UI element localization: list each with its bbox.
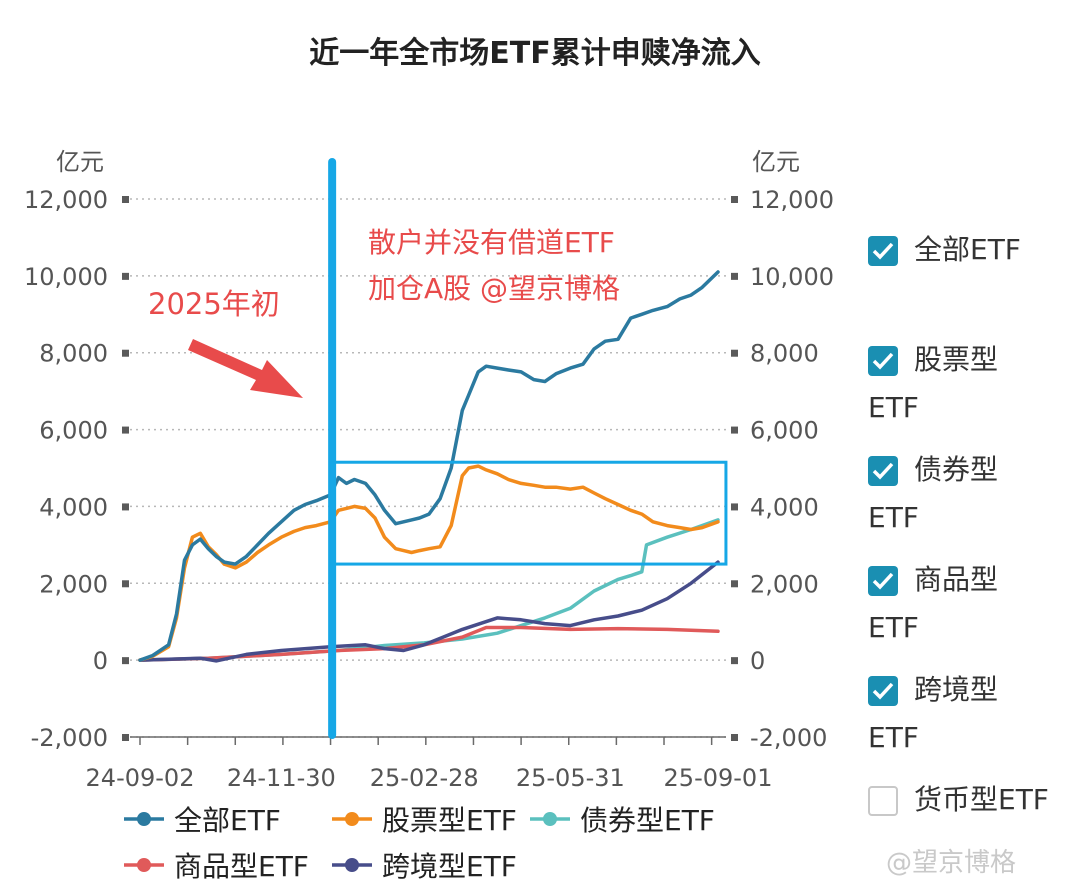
series-line	[138, 560, 720, 663]
series-line	[138, 625, 720, 662]
y-tick-label-right: 2,000	[750, 570, 819, 598]
checkbox-checked-icon[interactable]	[868, 346, 898, 376]
x-tick-label: 25-09-01	[664, 764, 773, 792]
x-tick-label: 25-02-28	[370, 764, 479, 792]
y-tick-mark-left	[122, 580, 129, 588]
y-tick-mark-left	[122, 272, 129, 280]
y-tick-mark-right	[731, 196, 738, 203]
y-tick-label-left: 2,000	[39, 570, 108, 598]
series-layer	[138, 270, 720, 663]
checkbox-checked-icon[interactable]	[868, 676, 898, 706]
y-tick-mark-left	[122, 503, 129, 511]
annotation-box	[330, 460, 728, 566]
y-tick-label-right: 0	[750, 647, 765, 675]
side-legend-item-crossborder[interactable]: 跨境型 ETF	[866, 668, 1066, 778]
side-legend-label: 跨境型	[914, 673, 999, 706]
legend-label: 全部ETF	[174, 804, 281, 837]
chart-title: 近一年全市场ETF累计申赎净流入	[309, 36, 761, 71]
checkbox-checked-icon[interactable]	[868, 236, 898, 266]
y-tick-mark-right	[731, 503, 738, 511]
legend-swatch-dot	[137, 858, 151, 872]
annotation-layer: 散户并没有借道ETF 加仓A股 @望京博格 2025年初	[148, 158, 728, 739]
legend-swatch-dot	[345, 812, 359, 826]
y-tick-mark-left	[122, 349, 129, 357]
y-tick-label-right: 4,000	[750, 493, 819, 521]
legend-swatch-dot	[345, 858, 359, 872]
x-tick-label: 24-11-30	[227, 764, 336, 792]
annotation-text-1: 散户并没有借道ETF	[368, 226, 615, 259]
bottom-legend: 全部ETF 股票型ETF 债券型ETF 商品型ETF 跨境型ETF	[124, 804, 715, 883]
y-tick-mark-right	[731, 657, 738, 665]
y-unit-left: 亿元	[56, 148, 104, 176]
side-legend-item-bond[interactable]: 债券型 ETF	[866, 448, 1066, 558]
legend-label: 跨境型ETF	[382, 850, 517, 883]
annotation-arrow-icon	[188, 339, 303, 398]
legend-label: 商品型ETF	[174, 850, 309, 883]
y-tick-label-left: 10,000	[24, 263, 108, 291]
legend-swatch-dot	[137, 812, 151, 826]
side-legend-label: 商品型	[914, 563, 999, 596]
y-tick-label-left: -2,000	[31, 724, 108, 752]
y-tick-mark-right	[731, 349, 738, 357]
legend-label: 债券型ETF	[580, 804, 715, 837]
side-legend-item-commodity[interactable]: 商品型 ETF	[866, 558, 1066, 668]
y-tick-mark-left	[122, 196, 129, 203]
checkbox-unchecked-icon[interactable]	[868, 786, 898, 816]
y-tick-label-left: 8,000	[39, 340, 108, 368]
side-legend-label: 股票型	[914, 343, 999, 376]
y-tick-label-left: 12,000	[24, 186, 108, 214]
y-tick-mark-left	[122, 426, 129, 434]
side-legend-label-line2: ETF	[868, 501, 919, 534]
series-line	[138, 270, 720, 662]
side-legend-item-all[interactable]: 全部ETF	[866, 228, 1066, 338]
y-tick-mark-right	[731, 734, 738, 741]
y-tick-label-right: 12,000	[750, 186, 834, 214]
y-unit-right: 亿元	[752, 148, 800, 176]
y-tick-mark-left	[122, 734, 129, 741]
side-legend-label: 货币型ETF	[914, 783, 1049, 816]
axis-layer: -2,000 -2,000 0 0 2,000 2,000 4,000 4,000 6,000 6…	[24, 148, 834, 792]
x-tick-label: 25-05-31	[516, 764, 625, 792]
side-legend-item-money[interactable]: 货币型ETF	[866, 778, 1066, 888]
series-line	[138, 464, 720, 662]
y-tick-mark-right	[731, 272, 738, 280]
side-legend-item-stock[interactable]: 股票型 ETF	[866, 338, 1066, 448]
y-tick-label-left: 6,000	[39, 417, 108, 445]
side-legend-label-line2: ETF	[868, 611, 919, 644]
y-tick-mark-left	[122, 657, 129, 665]
side-legend-label-line2: ETF	[868, 391, 919, 424]
checkbox-checked-icon[interactable]	[868, 456, 898, 486]
y-tick-label-right: 6,000	[750, 417, 819, 445]
y-tick-label-right: 10,000	[750, 263, 834, 291]
checkbox-checked-icon[interactable]	[868, 566, 898, 596]
side-legend-label-line2: ETF	[868, 721, 919, 754]
series-line	[138, 518, 720, 662]
y-tick-mark-right	[731, 426, 738, 434]
legend-label: 股票型ETF	[382, 804, 517, 837]
side-legend: 全部ETF 股票型 ETF 债券型 ETF 商品型 ETF 跨境型 ETF 货币…	[866, 228, 1066, 888]
annotation-label-2025: 2025年初	[148, 287, 280, 321]
annotation-text-2: 加仓A股 @望京博格	[368, 272, 620, 305]
side-legend-label: 债券型	[914, 453, 999, 486]
y-tick-mark-right	[731, 580, 738, 588]
watermark: @望京博格	[886, 848, 1017, 878]
y-tick-label-right: -2,000	[750, 724, 827, 752]
legend-swatch-dot	[543, 812, 557, 826]
y-tick-label-right: 8,000	[750, 340, 819, 368]
y-tick-label-left: 0	[93, 647, 108, 675]
y-tick-label-left: 4,000	[39, 493, 108, 521]
side-legend-label: 全部ETF	[914, 233, 1021, 266]
x-tick-label: 24-09-02	[86, 764, 195, 792]
